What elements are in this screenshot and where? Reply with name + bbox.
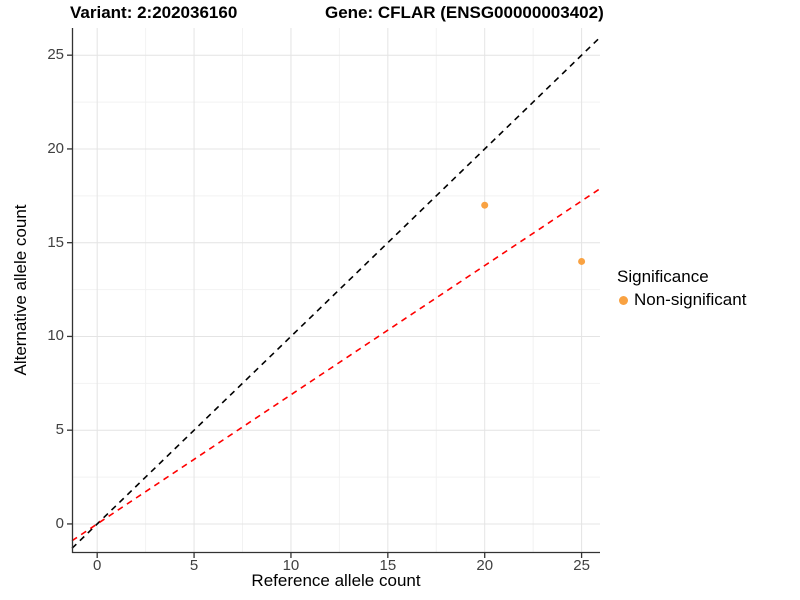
x-tick-label: 25 xyxy=(573,557,590,574)
plot-canvas xyxy=(67,28,601,558)
x-tick-label: 20 xyxy=(476,557,494,574)
data-point xyxy=(578,257,586,265)
x-tick-label: 15 xyxy=(379,557,397,574)
x-tick-label: 0 xyxy=(93,557,102,574)
y-tick-label: 5 xyxy=(55,421,64,439)
x-axis-title: Reference allele count xyxy=(251,571,421,590)
y-tick-label: 25 xyxy=(47,46,64,64)
y-tick-label: 20 xyxy=(47,139,64,157)
plot-title-gene: Gene: CFLAR (ENSG00000003402) xyxy=(325,3,604,22)
data-point xyxy=(481,201,489,209)
legend-title: Significance xyxy=(617,267,709,286)
y-tick-label: 10 xyxy=(47,327,64,345)
plot-title-variant: Variant: 2:202036160 xyxy=(70,3,238,22)
legend-item: Non-significant xyxy=(617,290,746,310)
y-axis-title: Alternative allele count xyxy=(11,204,30,376)
x-tick-label: 5 xyxy=(189,557,199,574)
legend-item-label: Non-significant xyxy=(634,290,747,309)
y-tick-label: 15 xyxy=(47,233,64,251)
identity-line xyxy=(71,36,601,549)
x-tick-label: 10 xyxy=(282,557,300,574)
legend: Significance Non-significant xyxy=(617,267,746,310)
allelic-ratio-line xyxy=(71,188,601,542)
plot-panel xyxy=(67,28,601,558)
y-tick-label: 0 xyxy=(55,514,64,532)
legend-key-dot-icon xyxy=(619,295,628,305)
legend-items: Non-significant xyxy=(617,290,746,310)
